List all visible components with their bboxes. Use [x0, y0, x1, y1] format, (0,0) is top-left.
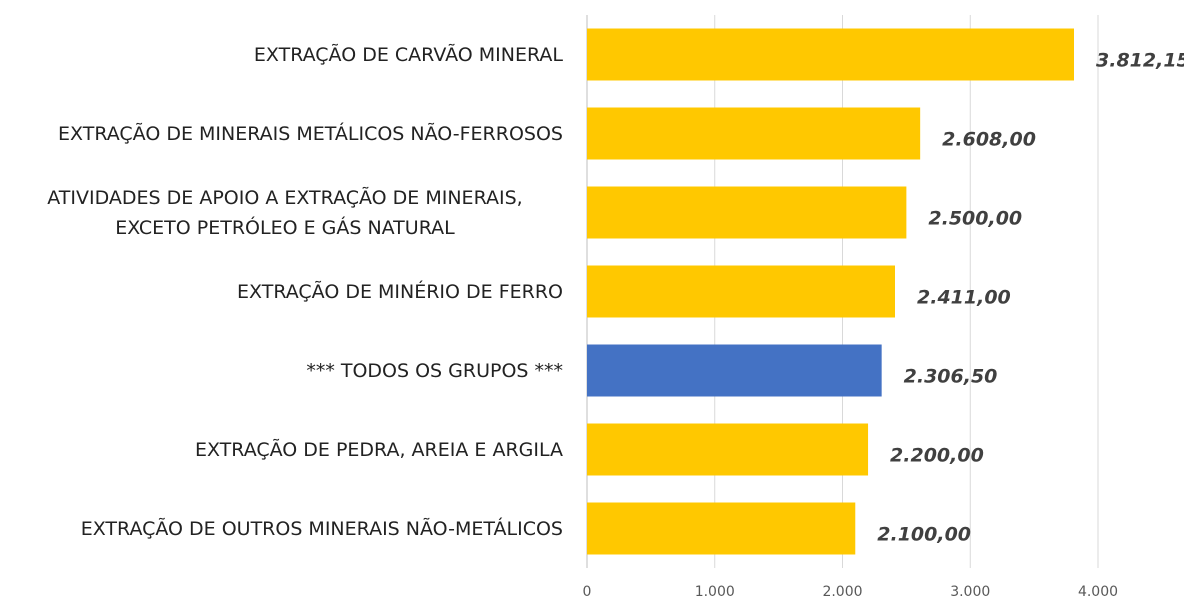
- bar: [587, 423, 869, 476]
- y-tick-label-box: ATIVIDADES DE APOIO A EXTRAÇÃO DE MINERA…: [3, 173, 563, 252]
- value-label: 2.200,00: [890, 445, 984, 467]
- bar: [587, 28, 1075, 81]
- bar: [587, 107, 921, 160]
- value-label: 3.812,15: [1096, 50, 1184, 72]
- y-tick-label: *** TODOS OS GRUPOS ***: [306, 359, 563, 382]
- value-label: 2.306,50: [904, 366, 998, 388]
- y-tick-label-box: EXTRAÇÃO DE MINERAIS METÁLICOS NÃO-FERRO…: [3, 94, 563, 173]
- y-tick-label: EXTRAÇÃO DE MINERAIS METÁLICOS NÃO-FERRO…: [58, 122, 563, 145]
- bar: [587, 265, 896, 318]
- y-tick-label-box: *** TODOS OS GRUPOS ***: [3, 331, 563, 410]
- y-tick-label-box: EXTRAÇÃO DE MINÉRIO DE FERRO: [3, 252, 563, 331]
- value-label: 2.411,00: [917, 287, 1011, 309]
- x-tick-label: 1.000: [695, 584, 735, 600]
- bar: [587, 344, 882, 397]
- y-tick-label: ATIVIDADES DE APOIO A EXTRAÇÃO DE MINERA…: [47, 186, 523, 239]
- y-tick-label: EXTRAÇÃO DE OUTROS MINERAIS NÃO-METÁLICO…: [80, 517, 563, 540]
- y-tick-label-box: EXTRAÇÃO DE CARVÃO MINERAL: [3, 15, 563, 94]
- y-tick-label: EXTRAÇÃO DE PEDRA, AREIA E ARGILA: [194, 438, 563, 461]
- x-tick-label: 0: [583, 584, 592, 600]
- x-tick-label: 3.000: [950, 584, 990, 600]
- y-tick-label-box: EXTRAÇÃO DE PEDRA, AREIA E ARGILA: [3, 410, 563, 489]
- x-tick-label: 4.000: [1078, 584, 1118, 600]
- y-tick-label: EXTRAÇÃO DE CARVÃO MINERAL: [253, 43, 563, 66]
- bar: [587, 186, 907, 239]
- y-tick-label: EXTRAÇÃO DE MINÉRIO DE FERRO: [237, 280, 563, 303]
- x-tick-label: 2.000: [822, 584, 862, 600]
- value-label: 2.500,00: [928, 208, 1022, 230]
- value-label: 2.100,00: [877, 524, 971, 546]
- y-tick-label-box: EXTRAÇÃO DE OUTROS MINERAIS NÃO-METÁLICO…: [3, 489, 563, 568]
- value-label: 2.608,00: [942, 129, 1036, 151]
- bar: [587, 502, 856, 555]
